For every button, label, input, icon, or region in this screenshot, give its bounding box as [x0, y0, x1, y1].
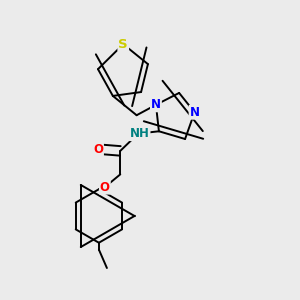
- Text: S: S: [118, 38, 128, 51]
- Text: O: O: [100, 181, 110, 194]
- Text: N: N: [190, 106, 200, 119]
- Text: NH: NH: [130, 127, 149, 140]
- Text: N: N: [151, 98, 161, 111]
- Text: O: O: [93, 142, 103, 156]
